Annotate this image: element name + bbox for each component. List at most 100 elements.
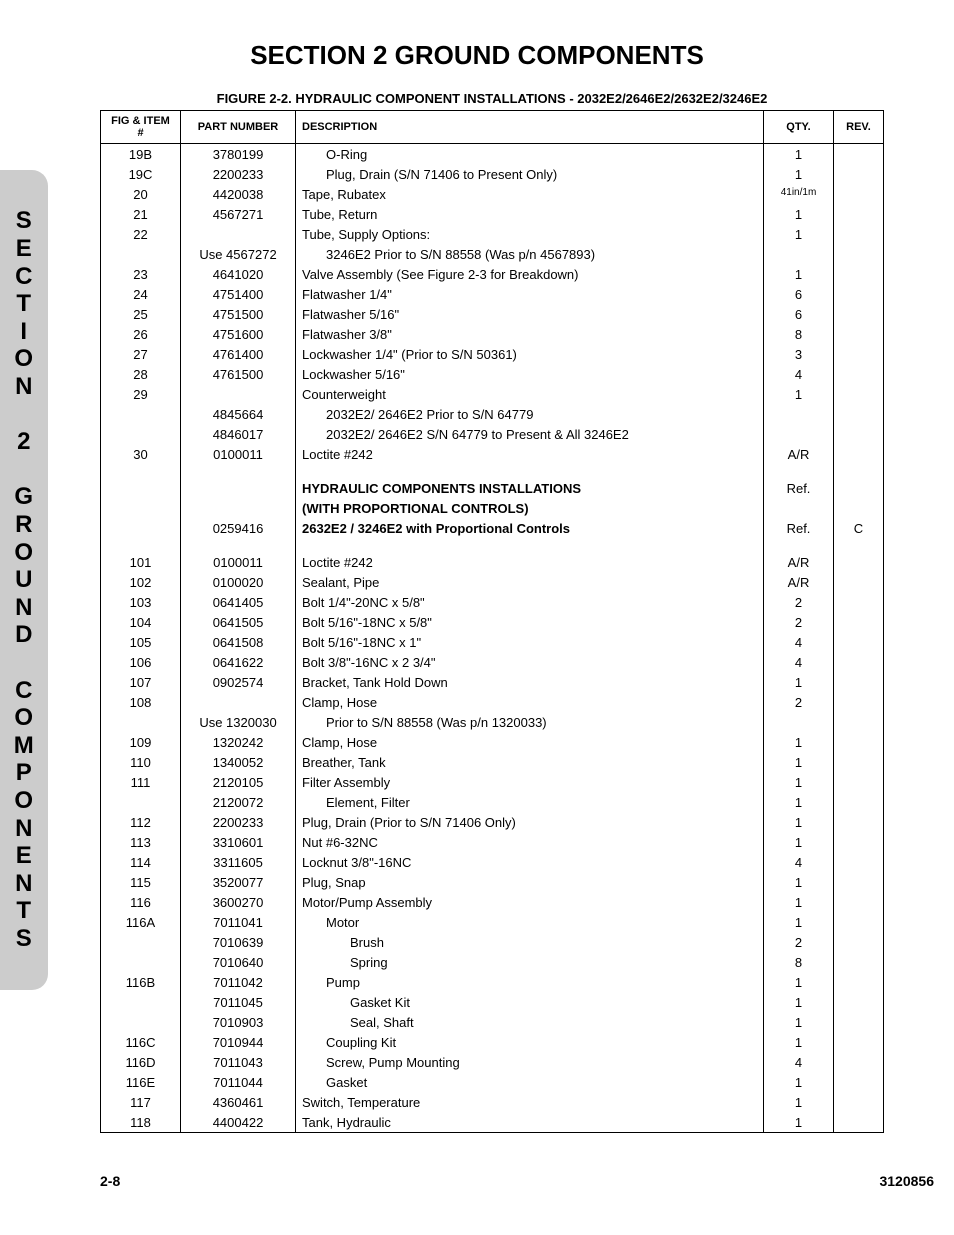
table-row: (WITH PROPORTIONAL CONTROLS)	[101, 498, 884, 518]
table-cell: 112	[101, 812, 181, 832]
table-row: 2120072Element, Filter1	[101, 792, 884, 812]
table-row: 204420038Tape, Rubatex41in/1m	[101, 184, 884, 204]
table-cell: Switch, Temperature	[296, 1092, 764, 1112]
table-cell	[764, 712, 834, 732]
table-cell	[834, 732, 884, 752]
table-cell: 20	[101, 184, 181, 204]
table-cell	[834, 224, 884, 244]
table-row: 1101340052Breather, Tank1	[101, 752, 884, 772]
table-cell	[834, 572, 884, 592]
table-header-row: FIG & ITEM # PART NUMBER DESCRIPTION QTY…	[101, 111, 884, 144]
table-row: Use 45672723246E2 Prior to S/N 88558 (Wa…	[101, 244, 884, 264]
table-cell	[834, 772, 884, 792]
table-row: 1133310601Nut #6-32NC1	[101, 832, 884, 852]
table-cell	[101, 712, 181, 732]
table-cell: 7010639	[181, 932, 296, 952]
table-cell: Flatwasher 5/16"	[296, 304, 764, 324]
table-row: Use 1320030Prior to S/N 88558 (Was p/n 1…	[101, 712, 884, 732]
table-cell: 0641505	[181, 612, 296, 632]
table-cell: Loctite #242	[296, 552, 764, 572]
table-cell	[834, 264, 884, 284]
table-cell: 4	[764, 1052, 834, 1072]
table-cell: 4	[764, 652, 834, 672]
table-cell	[834, 692, 884, 712]
table-cell: 108	[101, 692, 181, 712]
table-cell	[834, 832, 884, 852]
table-cell: Sealant, Pipe	[296, 572, 764, 592]
table-cell: A/R	[764, 572, 834, 592]
table-cell: Ref.	[764, 478, 834, 498]
table-cell	[834, 498, 884, 518]
table-cell: 2032E2/ 2646E2 Prior to S/N 64779	[296, 404, 764, 424]
table-cell	[834, 144, 884, 165]
table-cell: 116D	[101, 1052, 181, 1072]
table-cell	[834, 478, 884, 498]
table-cell: 111	[101, 772, 181, 792]
table-cell	[181, 692, 296, 712]
table-cell: 7010903	[181, 1012, 296, 1032]
table-row: 1060641622Bolt 3/8"-16NC x 2 3/4"4	[101, 652, 884, 672]
table-cell: Flatwasher 3/8"	[296, 324, 764, 344]
table-cell: 1	[764, 772, 834, 792]
table-cell: 7011044	[181, 1072, 296, 1092]
table-row: 29Counterweight1	[101, 384, 884, 404]
table-cell: Gasket Kit	[296, 992, 764, 1012]
table-cell: 1	[764, 1032, 834, 1052]
table-cell: 3246E2 Prior to S/N 88558 (Was p/n 45678…	[296, 244, 764, 264]
table-cell	[834, 244, 884, 264]
table-cell	[834, 952, 884, 972]
table-cell: Ref.	[764, 518, 834, 538]
table-cell	[834, 632, 884, 652]
table-cell: 25	[101, 304, 181, 324]
table-cell: Screw, Pump Mounting	[296, 1052, 764, 1072]
table-row: 1020100020Sealant, PipeA/R	[101, 572, 884, 592]
table-cell: 3311605	[181, 852, 296, 872]
table-cell: 116A	[101, 912, 181, 932]
table-cell: 4641020	[181, 264, 296, 284]
table-row: 7010903Seal, Shaft1	[101, 1012, 884, 1032]
page-title: SECTION 2 GROUND COMPONENTS	[0, 40, 954, 71]
table-cell: 6	[764, 304, 834, 324]
table-cell: 104	[101, 612, 181, 632]
side-tab: S E C T I O N 2 G R O U N D C O M P O N …	[0, 170, 48, 990]
table-cell: 8	[764, 952, 834, 972]
table-cell	[834, 552, 884, 572]
table-cell: 107	[101, 672, 181, 692]
table-row	[101, 464, 884, 478]
table-cell	[834, 304, 884, 324]
table-row: 7011045Gasket Kit1	[101, 992, 884, 1012]
parts-table: FIG & ITEM # PART NUMBER DESCRIPTION QTY…	[100, 110, 884, 1133]
table-cell	[834, 204, 884, 224]
table-row: 108Clamp, Hose2	[101, 692, 884, 712]
table-cell: 116	[101, 892, 181, 912]
table-cell	[834, 752, 884, 772]
table-cell: 118	[101, 1112, 181, 1133]
table-cell: Loctite #242	[296, 444, 764, 464]
table-cell	[834, 384, 884, 404]
table-cell: 2632E2 / 3246E2 with Proportional Contro…	[296, 518, 764, 538]
table-cell: 2	[764, 612, 834, 632]
table-cell: 2	[764, 932, 834, 952]
table-row: 264751600Flatwasher 3/8"8	[101, 324, 884, 344]
table-cell	[101, 992, 181, 1012]
table-cell: 1	[764, 672, 834, 692]
table-cell	[181, 384, 296, 404]
table-cell: 7011045	[181, 992, 296, 1012]
table-row: 1112120105Filter Assembly1	[101, 772, 884, 792]
table-cell: 41in/1m	[764, 184, 834, 204]
table-row: 1143311605Locknut 3/8"-16NC4	[101, 852, 884, 872]
table-cell: Lockwasher 5/16"	[296, 364, 764, 384]
table-cell: 1	[764, 752, 834, 772]
table-cell: 4751500	[181, 304, 296, 324]
footer: 2-8 3120856	[0, 1173, 954, 1219]
table-cell: Plug, Drain (S/N 71406 to Present Only)	[296, 164, 764, 184]
table-cell	[181, 224, 296, 244]
table-cell	[764, 424, 834, 444]
table-cell: 116B	[101, 972, 181, 992]
table-cell: 21	[101, 204, 181, 224]
table-cell: 101	[101, 552, 181, 572]
table-row: 116A7011041Motor1	[101, 912, 884, 932]
table-cell: 4761400	[181, 344, 296, 364]
table-cell: 23	[101, 264, 181, 284]
table-cell: 109	[101, 732, 181, 752]
